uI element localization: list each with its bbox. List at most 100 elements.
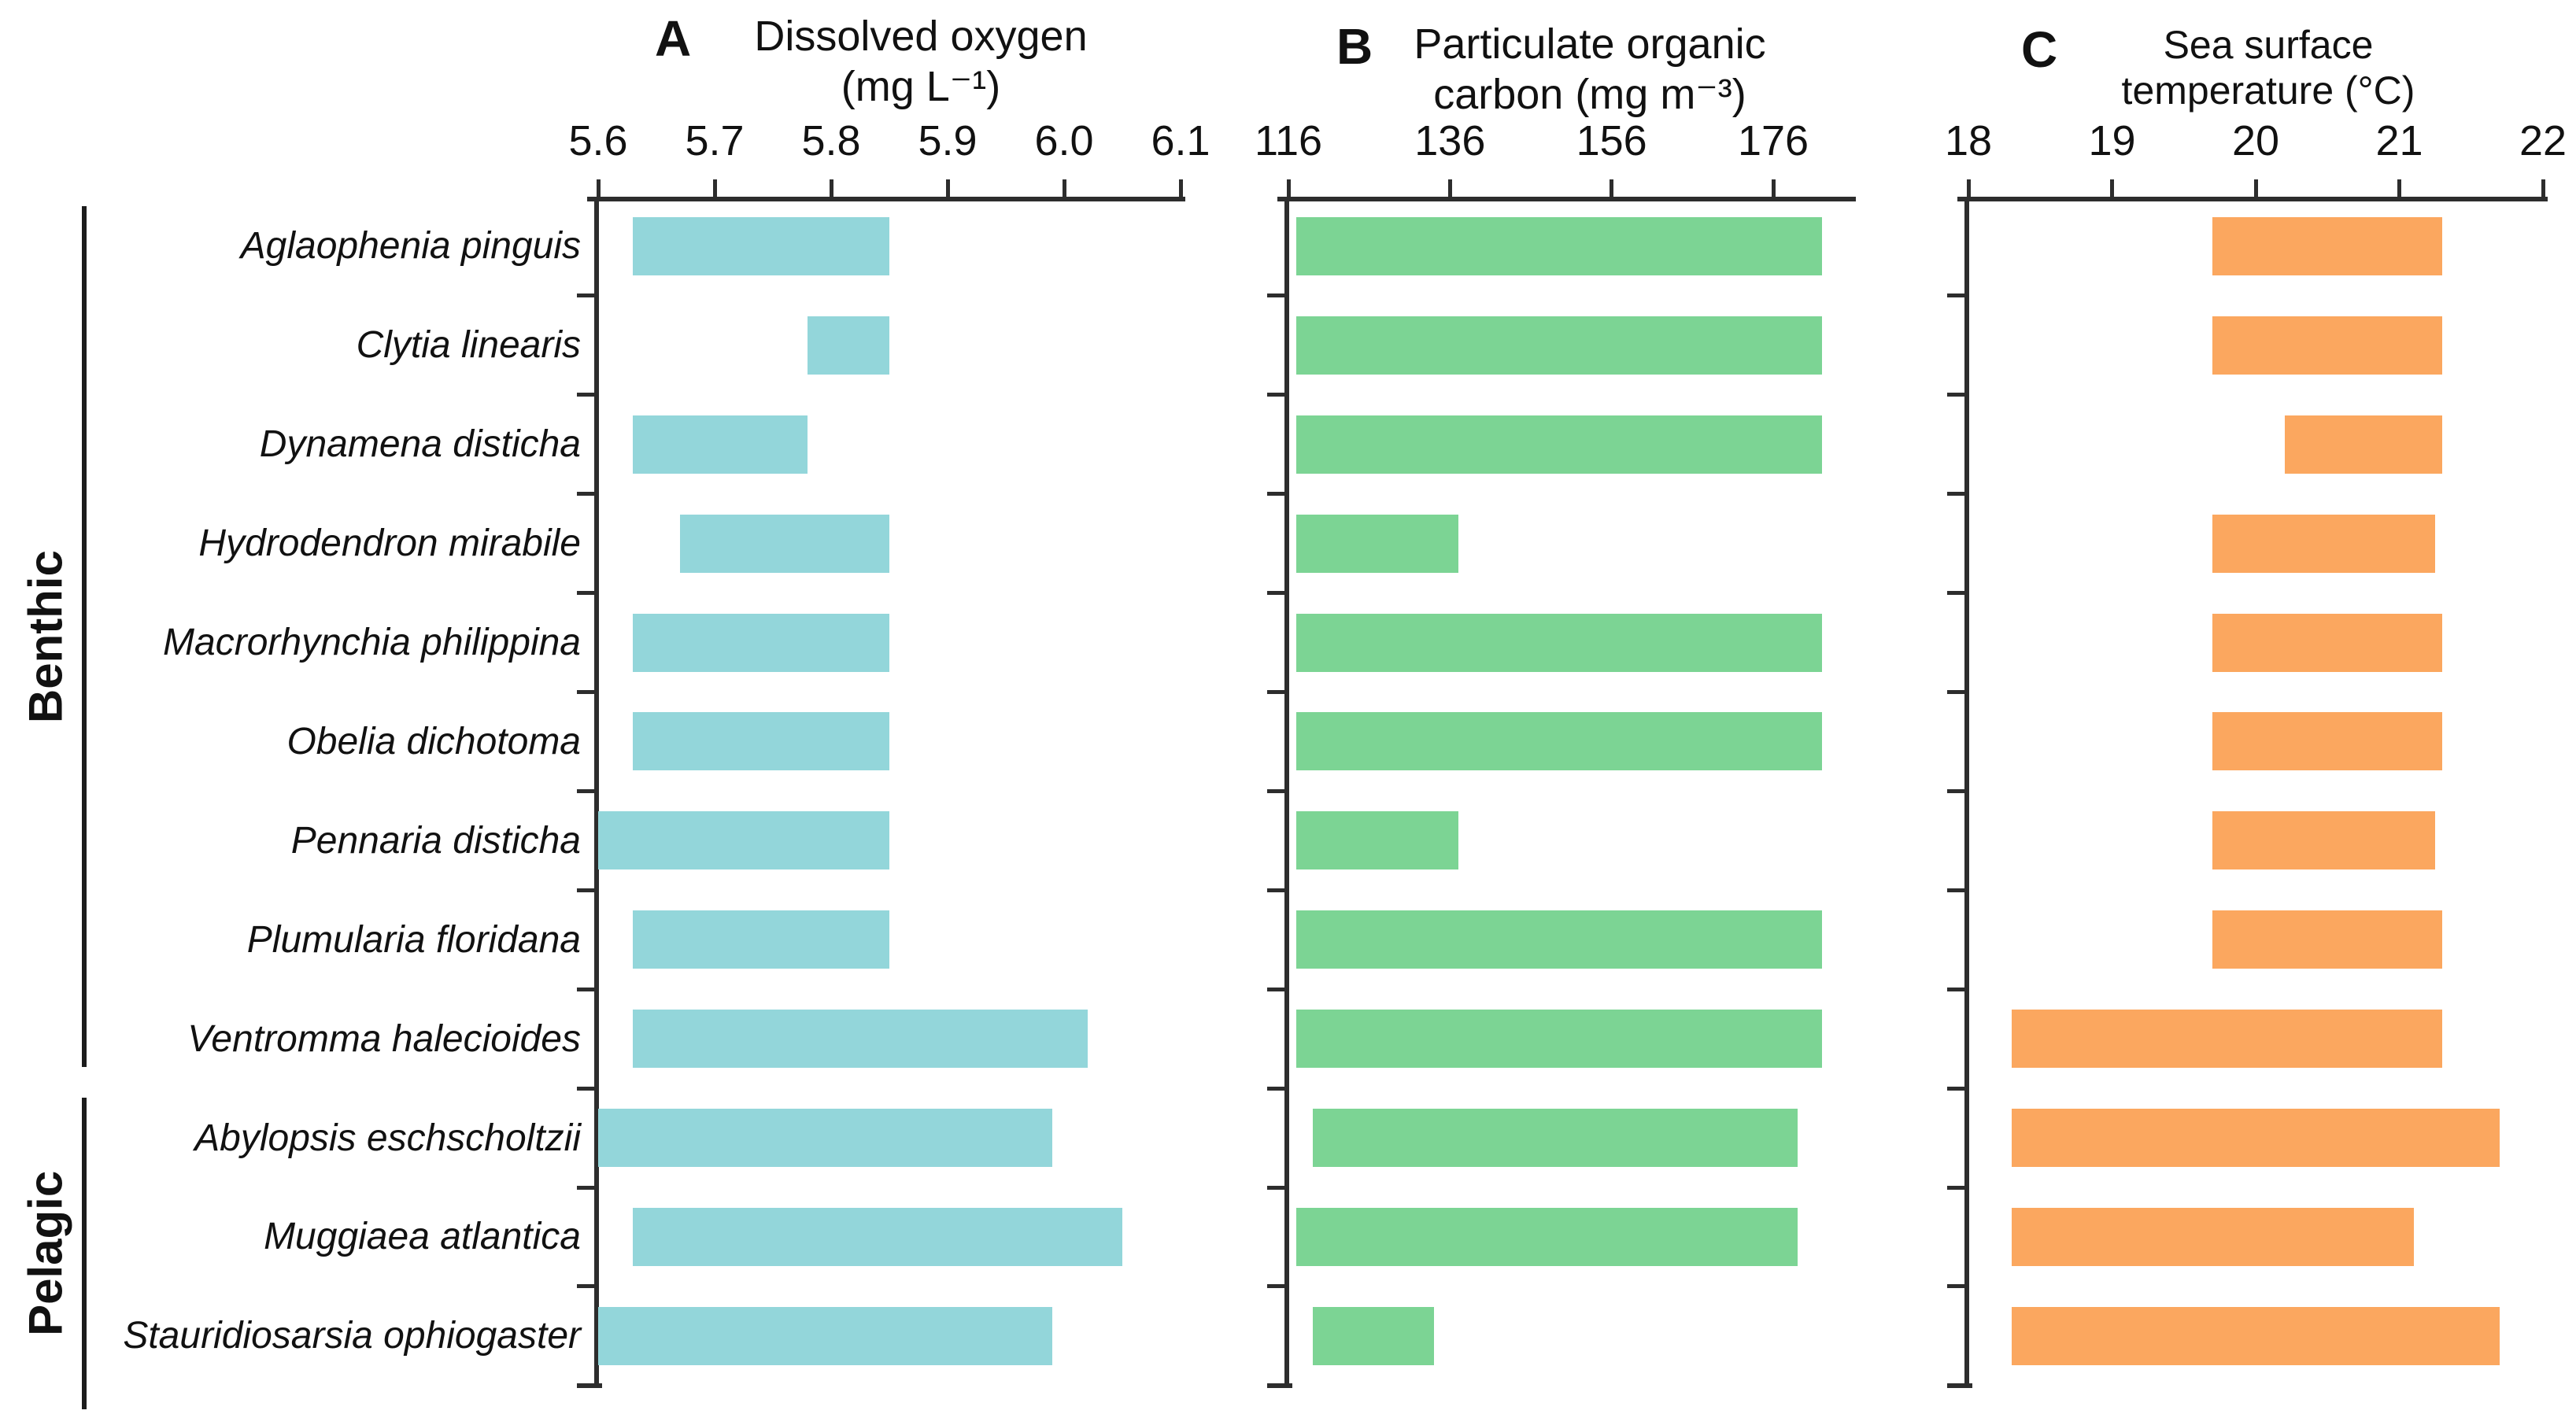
y-axis-tick	[1267, 987, 1286, 991]
range-bar	[1312, 1109, 1798, 1168]
panel-b-letter: B	[1336, 18, 1373, 75]
x-axis-tick	[596, 179, 601, 200]
group-bracket-line	[82, 1098, 87, 1409]
species-label: Plumularia floridana	[246, 918, 581, 961]
panel-b-title-line2: carbon (mg m⁻³)	[1433, 71, 1746, 118]
x-axis-tick-label: 21	[2375, 117, 2423, 164]
y-axis-tick	[1947, 1185, 1966, 1190]
y-axis-tick	[1267, 788, 1286, 793]
species-label: Ventromma halecioides	[187, 1017, 581, 1060]
range-bar	[633, 712, 889, 771]
x-axis-tick	[829, 179, 833, 200]
range-bar	[1312, 1306, 1434, 1365]
range-bar	[1296, 316, 1822, 375]
y-axis-tick	[577, 591, 596, 596]
x-axis-tick	[1178, 179, 1183, 200]
y-axis-tick	[1267, 591, 1286, 596]
range-bar	[633, 910, 889, 969]
range-bar	[1296, 415, 1822, 474]
x-axis-tick	[1447, 179, 1452, 200]
group-label: Pelagic	[19, 1170, 72, 1337]
range-bar	[1296, 910, 1822, 969]
y-axis-tick	[1267, 492, 1286, 497]
species-label: Stauridiosarsia ophiogaster	[123, 1315, 581, 1357]
range-bar	[2212, 613, 2443, 672]
y-axis-end-cap	[1267, 1383, 1292, 1388]
x-axis-tick	[945, 179, 950, 200]
y-axis-tick	[577, 294, 596, 298]
x-axis-tick-label: 136	[1414, 117, 1486, 164]
x-axis-tick	[1062, 179, 1066, 200]
x-axis-tick-label: 6.0	[1034, 117, 1094, 164]
species-label: Hydrodendron mirabile	[198, 522, 581, 565]
species-label: Dynamena disticha	[259, 423, 581, 466]
y-axis-tick	[577, 1185, 596, 1190]
range-bar	[2212, 316, 2443, 375]
y-axis-tick	[1267, 1284, 1286, 1289]
y-axis-tick	[1947, 1284, 1966, 1289]
panel-c-letter: C	[2021, 21, 2058, 78]
range-bar	[633, 1207, 1122, 1266]
range-bar	[1296, 1207, 1798, 1266]
y-axis-tick	[1947, 690, 1966, 694]
y-axis-tick	[1947, 1086, 1966, 1091]
range-bar	[2212, 216, 2443, 275]
species-label: Clytia linearis	[356, 324, 581, 367]
species-label: Obelia dichotoma	[286, 720, 581, 762]
range-bar	[808, 316, 889, 375]
y-axis-end-cap	[577, 1383, 602, 1388]
y-axis-tick	[1947, 591, 1966, 596]
x-axis-tick-label: 18	[1944, 117, 1993, 164]
y-axis-tick	[577, 888, 596, 892]
range-bar	[1296, 1010, 1822, 1069]
x-axis-tick-label: 22	[2519, 117, 2567, 164]
x-axis-tick-label: 19	[2088, 117, 2136, 164]
x-axis-tick-label: 5.8	[801, 117, 861, 164]
x-axis-tick	[1610, 179, 1614, 200]
species-label: Macrorhynchia philippina	[163, 622, 581, 664]
y-axis-line	[1284, 197, 1289, 1388]
x-axis-tick	[1966, 179, 1971, 200]
x-axis-tick	[712, 179, 717, 200]
y-axis-tick	[577, 1284, 596, 1289]
y-axis-tick	[1267, 690, 1286, 694]
range-bar	[633, 613, 889, 672]
range-bar	[2212, 811, 2436, 870]
y-axis-tick	[1947, 492, 1966, 497]
y-axis-tick	[1947, 788, 1966, 793]
x-axis-tick-label: 20	[2231, 117, 2280, 164]
x-axis-tick	[1771, 179, 1776, 200]
species-label: Aglaophenia pinguis	[240, 225, 581, 268]
range-bar	[2011, 1306, 2500, 1365]
y-axis-tick	[1267, 888, 1286, 892]
range-bar	[2011, 1109, 2500, 1168]
range-bar	[1296, 216, 1822, 275]
x-axis-tick	[2397, 179, 2401, 200]
range-bar	[679, 514, 889, 573]
species-label: Pennaria disticha	[290, 819, 581, 862]
x-axis-tick-label: 5.6	[568, 117, 628, 164]
x-axis-line	[1957, 197, 2548, 201]
y-axis-line	[594, 197, 599, 1388]
y-axis-tick	[1947, 987, 1966, 991]
x-axis-tick	[2253, 179, 2258, 200]
y-axis-end-cap	[1947, 1383, 1972, 1388]
y-axis-tick	[1267, 1086, 1286, 1091]
range-bar	[598, 811, 889, 870]
y-axis-tick	[1267, 1185, 1286, 1190]
species-label: Muggiaea atlantica	[264, 1216, 581, 1258]
y-axis-tick	[577, 690, 596, 694]
x-axis-line	[1277, 197, 1856, 201]
range-bar	[2011, 1207, 2414, 1266]
range-bar	[2212, 910, 2443, 969]
x-axis-tick-label: 6.1	[1151, 117, 1210, 164]
panel-b-title-line1: Particulate organic	[1414, 20, 1766, 68]
range-bar	[633, 216, 889, 275]
panel-c-title: Sea surface temperature (°C)	[2016, 22, 2520, 113]
y-axis-tick	[1947, 888, 1966, 892]
y-axis-tick	[577, 788, 596, 793]
range-bar	[2011, 1010, 2443, 1069]
range-bar	[598, 1306, 1053, 1365]
x-axis-tick-label: 116	[1254, 117, 1323, 164]
panel-a-title-line1: Dissolved oxygen	[754, 13, 1088, 60]
